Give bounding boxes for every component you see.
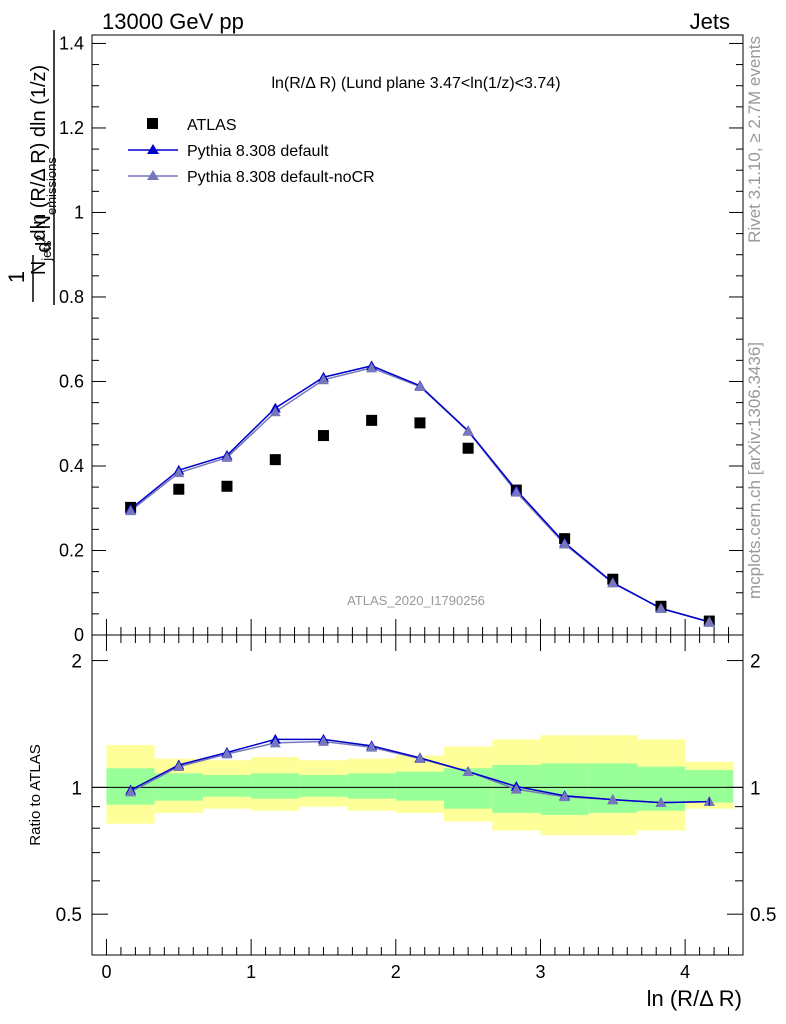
ratio-y-tick-label-right: 2	[750, 652, 761, 673]
main-series-points	[125, 360, 715, 627]
main-line-default	[130, 365, 710, 623]
main-line-nocr	[130, 367, 710, 623]
ratio-x-tick-label: 3	[535, 962, 545, 982]
ratio-frame	[91, 634, 744, 956]
y-label-one: 1	[4, 271, 29, 283]
atlas-data-point	[317, 430, 329, 442]
main-series-lines	[130, 365, 710, 623]
ratio-y-tick-label-left: 2	[71, 652, 82, 673]
main-y-tick-label: 0.6	[59, 371, 84, 391]
nocr-data-point	[703, 616, 715, 627]
nocr-data-point	[269, 406, 281, 417]
nocr-data-point	[221, 452, 233, 462]
legend-marker-nocr	[147, 170, 159, 180]
ratio-nocr-point	[125, 786, 137, 797]
ratio-band-inner	[395, 771, 444, 801]
mcplots-label: mcplots.cern.ch [arXiv:1306.3436]	[745, 342, 764, 599]
main-y-tick-label: 1	[74, 202, 84, 222]
ratio-nocr-point	[414, 753, 426, 764]
nocr-data-point	[366, 362, 378, 373]
atlas-data-point	[462, 442, 474, 454]
ratio-nocr-point	[559, 791, 571, 802]
ratio-band-inner	[588, 763, 637, 813]
ratio-band-inner	[251, 773, 300, 799]
nocr-data-point	[510, 486, 522, 497]
ratio-nocr-point	[366, 741, 378, 752]
ratio-y-tick-label-left: 0.5	[56, 905, 82, 926]
ratio-nocr-point	[462, 766, 474, 777]
nocr-data-point	[414, 381, 426, 391]
legend-label-atlas: ATLAS	[187, 117, 237, 134]
ratio-nocr-point	[317, 735, 329, 746]
nocr-data-point	[655, 602, 667, 613]
main-y-tick-label: 1.2	[59, 118, 84, 138]
ratio-series-points	[125, 733, 715, 808]
nocr-data-point	[125, 505, 137, 516]
nocr-data-point	[317, 374, 329, 385]
nocr-data-point	[462, 425, 474, 436]
ratio-x-tick-label: 1	[246, 962, 256, 982]
rivet-label: Rivet 3.1.10, ≥ 2.7M events	[745, 36, 764, 243]
ratio-y-axis-label: Ratio to ATLAS	[27, 744, 44, 845]
nocr-data-point	[173, 467, 185, 478]
main-panel: ln(R/Δ R) (Lund plane 3.47<ln(1/z)<3.74)…	[4, 30, 743, 645]
ratio-uncertainty-bands	[106, 735, 734, 836]
legend: ATLAS Pythia 8.308 default Pythia 8.308 …	[128, 117, 375, 186]
main-y-tick-label: 0.2	[59, 540, 84, 560]
ratio-y-tick-label-right: 0.5	[750, 905, 776, 926]
ratio-band-inner	[202, 774, 252, 797]
atlas-data-point	[269, 454, 281, 466]
nocr-data-point	[607, 577, 619, 588]
ratio-band-inner	[540, 763, 589, 815]
main-y-tick-label: 0	[74, 625, 84, 645]
legend-label-default: Pythia 8.308 default	[187, 143, 329, 160]
main-y-axis: 0 0.2 0.4 0.6 0.8 1 1.2 1.4	[59, 33, 743, 645]
main-y-axis-label: 1 d² Nemissions Njetsdln (R/Δ R) dln (1/…	[4, 30, 59, 305]
header-left: 13000 GeV pp	[102, 9, 244, 34]
main-y-tick-label: 0.4	[59, 456, 84, 476]
ratio-band-inner	[299, 774, 348, 797]
y-label-denominator: Njetsdln (R/Δ R) dln (1/z)	[28, 65, 54, 275]
ratio-y-tick-label-left: 1	[71, 778, 82, 799]
legend-marker-default	[147, 144, 159, 154]
legend-marker-atlas	[147, 118, 158, 129]
atlas-data-point	[366, 414, 378, 426]
main-y-tick-label: 1.4	[59, 33, 84, 53]
ratio-nocr-point	[510, 783, 522, 794]
ratio-x-tick-label: 0	[101, 962, 111, 982]
ratio-nocr-point	[173, 761, 185, 772]
ratio-x-axis: 0 1 2 3 4	[101, 635, 730, 982]
analysis-watermark: ATLAS_2020_I1790256	[347, 593, 485, 608]
atlas-data-point	[173, 483, 185, 495]
ratio-panel: 0.5 0.5 1 1 2 2 0 1 2 3 4 Ratio to ATLAS ln (R/Δ …	[27, 635, 776, 1011]
legend-label-nocr: Pythia 8.308 default-noCR	[187, 169, 375, 186]
main-y-tick-label: 0.8	[59, 287, 84, 307]
atlas-data-point	[221, 480, 233, 492]
ratio-x-tick-label: 4	[680, 962, 690, 982]
ratio-nocr-point	[221, 748, 233, 759]
main-x-axis-ticks	[105, 619, 730, 635]
ratio-nocr-point	[655, 797, 667, 808]
ratio-nocr-point	[607, 794, 619, 805]
header-right: Jets	[690, 9, 730, 34]
ratio-y-tick-label-right: 1	[750, 778, 761, 799]
x-axis-label: ln (R/Δ R)	[647, 986, 742, 1011]
chart-title: ln(R/Δ R) (Lund plane 3.47<ln(1/z)<3.74)	[271, 75, 560, 92]
ratio-band-inner	[347, 773, 396, 799]
nocr-data-point	[559, 538, 571, 549]
ratio-nocr-point	[269, 737, 281, 748]
ratio-x-tick-label: 2	[391, 962, 401, 982]
atlas-data-point	[414, 417, 426, 429]
